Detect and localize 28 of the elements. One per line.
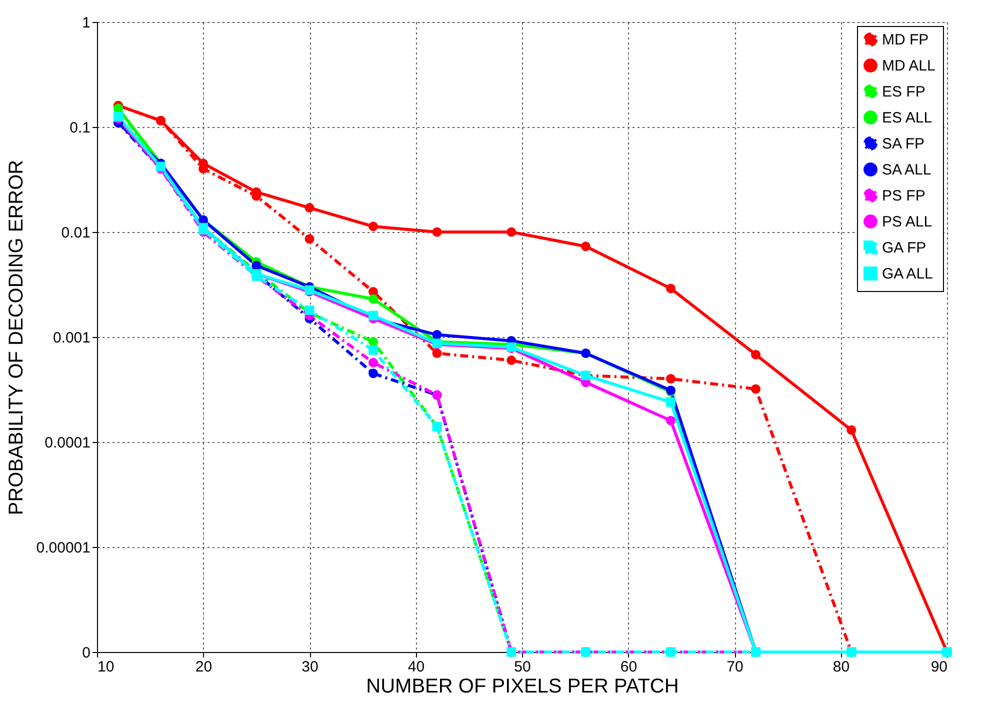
x-tick-label: 20 <box>195 658 212 676</box>
y-tick-label: 0.01 <box>61 224 90 242</box>
legend-label: PS FP <box>882 188 926 204</box>
y-tick-label: 0.00001 <box>36 540 90 556</box>
legend-label: ES ALL <box>882 110 932 126</box>
x-tick-label: 80 <box>832 658 850 676</box>
x-tick-label: 10 <box>98 658 114 676</box>
x-tick-label: 60 <box>620 658 638 676</box>
legend-label: GA FP <box>882 240 926 256</box>
legend-label: ES FP <box>882 84 926 100</box>
x-tick-label: 30 <box>302 658 318 676</box>
y-tick-label: 0.1 <box>70 120 90 136</box>
legend-label: MD ALL <box>882 58 936 74</box>
y-tick-label: 0.001 <box>52 330 90 346</box>
x-tick-label: 70 <box>726 658 744 676</box>
y-axis-title: PROBABILITY OF DECODING ERROR <box>5 160 28 516</box>
x-tick-label: 40 <box>408 658 425 676</box>
x-axis-title: NUMBER OF PIXELS PER PATCH <box>366 676 679 698</box>
x-tick-label: 50 <box>514 658 531 676</box>
x-tick-label: 90 <box>930 658 948 676</box>
legend-label: GA ALL <box>882 266 933 282</box>
legend-label: MD FP <box>882 32 929 48</box>
y-tick-label: 0.0001 <box>44 434 90 452</box>
legend-label: SA ALL <box>882 162 932 178</box>
legend-label: SA FP <box>882 136 925 152</box>
y-tick-label: 0 <box>82 644 90 662</box>
legend-label: PS ALL <box>882 214 932 230</box>
y-tick-label: 1 <box>82 14 90 32</box>
